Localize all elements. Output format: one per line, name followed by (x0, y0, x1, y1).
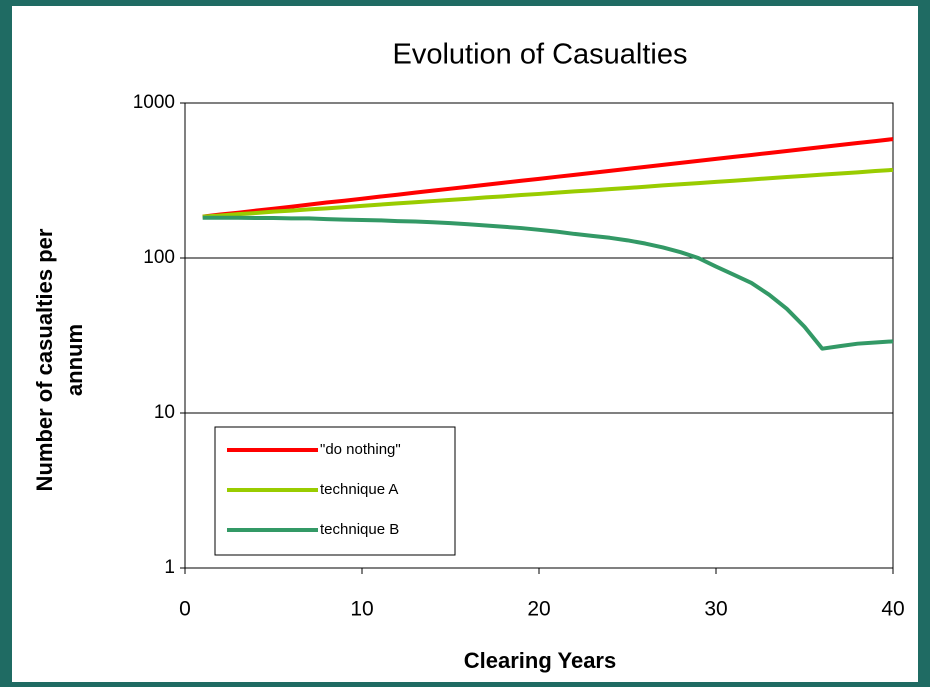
y-tick-label: 10 (154, 402, 175, 423)
y-axis-label: Number of casualties per annum (32, 228, 87, 492)
y-tick-label: 100 (143, 247, 175, 268)
x-tick-label: 30 (704, 598, 727, 621)
plot-border (184, 102, 894, 569)
legend-label: technique B (320, 521, 399, 538)
x-axis-label: Clearing Years (464, 648, 616, 673)
legend-label: "do nothing" (320, 441, 401, 458)
y-tick-label: 1 (164, 557, 175, 578)
chart-title: Evolution of Casualties (393, 39, 688, 71)
series-line (202, 137, 894, 219)
x-tick-label: 20 (527, 598, 550, 621)
series-line (202, 167, 894, 219)
legend-label: technique A (320, 481, 398, 498)
x-tick-label: 40 (881, 598, 904, 621)
y-tick-label: 1000 (133, 92, 175, 113)
panel (12, 6, 918, 682)
series-line (202, 215, 894, 351)
legend: "do nothing" technique A technique B (214, 426, 456, 556)
x-tick-label: 10 (350, 598, 373, 621)
x-tick-label: 0 (179, 598, 191, 621)
